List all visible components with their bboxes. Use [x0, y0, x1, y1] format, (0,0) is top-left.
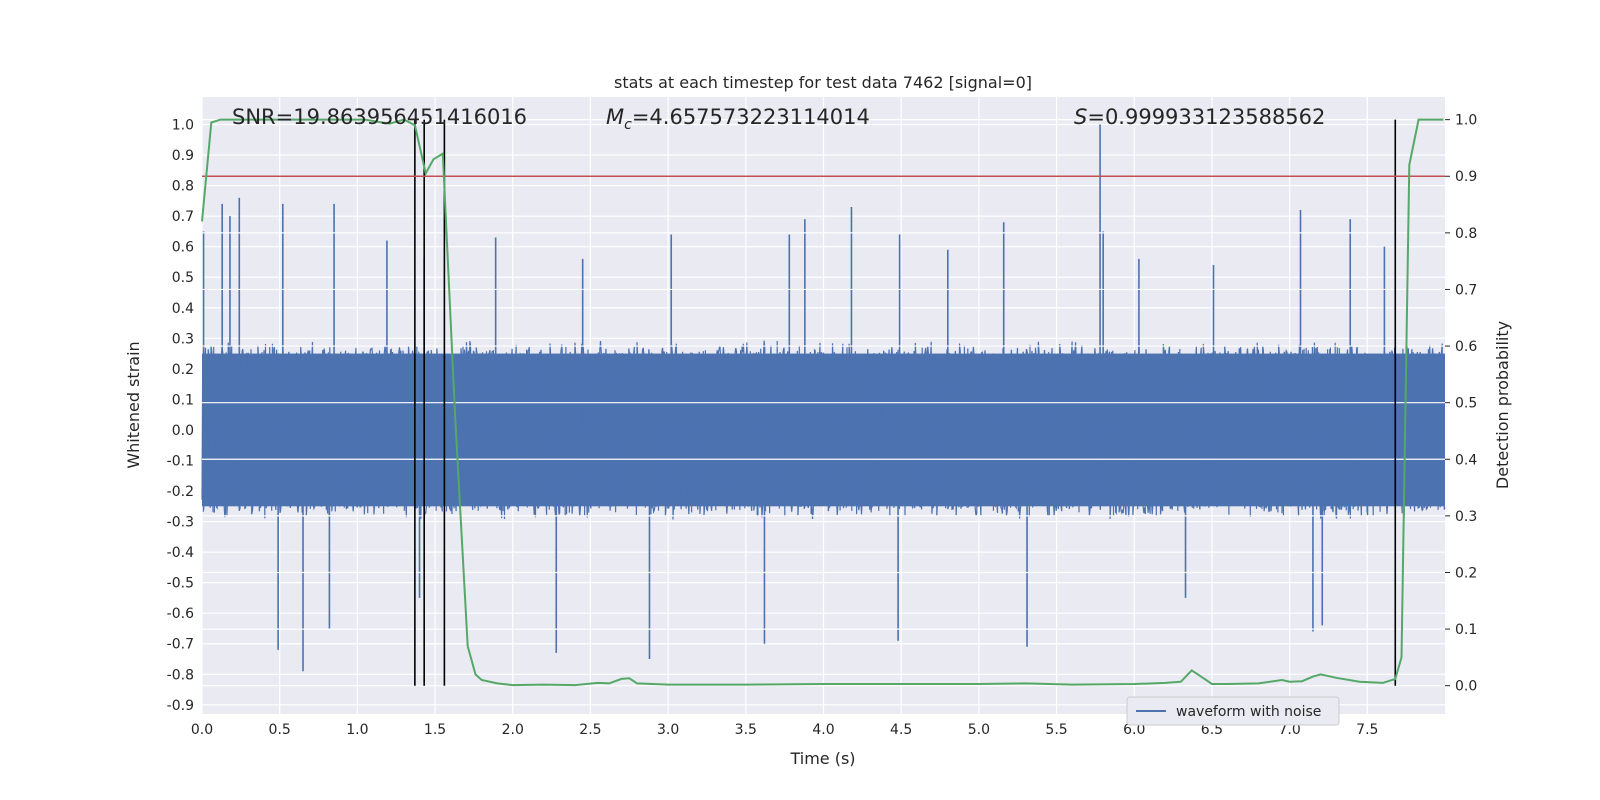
x-tick-label: 1.0 [346, 722, 368, 738]
x-tick-label: 0.0 [191, 722, 213, 738]
x-tick-label: 6.0 [1123, 722, 1145, 738]
y-tick-label: -0.5 [167, 576, 194, 592]
snr-annotation: SNR=19.863956451416016 [232, 105, 527, 129]
y-tick-label: -0.1 [167, 453, 194, 469]
y-tick-label: 0.9 [172, 148, 194, 164]
s-value: =0.999933123588562 [1087, 105, 1325, 129]
y-tick-label: 0.5 [172, 270, 194, 286]
x-tick-label: 7.5 [1356, 722, 1378, 738]
s-annotation: S=0.999933123588562 [1074, 105, 1325, 129]
y2-axis-label: Detection probability [1493, 321, 1512, 489]
x-tick-label: 4.5 [890, 722, 912, 738]
legend-box [1126, 696, 1340, 726]
y2-tick-label: 0.4 [1455, 452, 1477, 468]
legend: waveform with noise [1126, 696, 1340, 726]
marker-lines [414, 119, 1397, 686]
y-axis-label: Whitened strain [124, 341, 143, 468]
x-tick-label: 3.0 [657, 722, 679, 738]
y2-tick-label: 0.8 [1455, 226, 1477, 242]
y2-tick-label: 1.0 [1455, 113, 1477, 129]
y2-tick-label: 0.5 [1455, 396, 1477, 412]
legend-label-waveform: waveform with noise [1176, 704, 1321, 720]
x-tick-label: 3.5 [735, 722, 757, 738]
y-tick-label: -0.9 [167, 698, 194, 714]
y-tick-label: 0.3 [172, 331, 194, 347]
y-tick-label: -0.6 [167, 606, 194, 622]
mc-symbol: M [606, 105, 624, 129]
mc-annotation: Mc=4.657573223114014 [606, 105, 870, 133]
waveform-series [201, 119, 1446, 687]
y2-tick-label: 0.2 [1455, 565, 1477, 581]
x-tick-label: 4.0 [812, 722, 834, 738]
y-tick-label: 0.2 [172, 362, 194, 378]
y2-tick-label: 0.3 [1455, 509, 1477, 525]
mc-value: =4.657573223114014 [632, 105, 870, 129]
y2-tick-label: 0.0 [1455, 679, 1477, 695]
x-tick-label: 2.5 [579, 722, 601, 738]
tick-labels: 0.0 0.5 1.0 1.5 2.0 2.5 3.0 3.5 4.0 4.5 5.0 5.5 6.0 6… [167, 113, 1478, 738]
y-tick-label: -0.4 [167, 545, 194, 561]
y-tick-label: 0.6 [172, 240, 194, 256]
y2-tick-label: 0.1 [1455, 622, 1477, 638]
x-tick-label: 6.5 [1201, 722, 1223, 738]
y-tick-label: 0.8 [172, 179, 194, 195]
waveform-trace [201, 340, 1446, 520]
x-tick-label: 7.0 [1278, 722, 1300, 738]
y2-tick-label: 0.9 [1455, 169, 1477, 185]
x-tick-label: 1.5 [424, 722, 446, 738]
y2-tick-label: 0.7 [1455, 282, 1477, 298]
y-tick-label: 0.1 [172, 392, 194, 408]
s-symbol: S [1074, 105, 1087, 129]
y-tick-label: 0.7 [172, 209, 194, 225]
y2-tick-label: 0.6 [1455, 339, 1477, 355]
y-tick-label: -0.3 [167, 515, 194, 531]
y-tick-label: -0.2 [167, 484, 194, 500]
probability-series [201, 118, 1445, 687]
mc-subscript: c [624, 117, 632, 133]
x-tick-label: 5.5 [1045, 722, 1067, 738]
y-tick-label: -0.8 [167, 667, 194, 683]
probability-line [201, 118, 1444, 687]
y-tick-label: -0.7 [167, 637, 194, 653]
x-tick-label: 0.5 [269, 722, 291, 738]
x-tick-label: 5.0 [968, 722, 990, 738]
y-tick-label: 1.0 [172, 117, 194, 133]
y-tick-label: 0.0 [172, 423, 194, 439]
y-tick-label: 0.4 [172, 301, 194, 317]
x-tick-label: 2.0 [502, 722, 524, 738]
x-axis-label: Time (s) [789, 749, 855, 768]
chart-title: stats at each timestep for test data 746… [614, 73, 1032, 92]
